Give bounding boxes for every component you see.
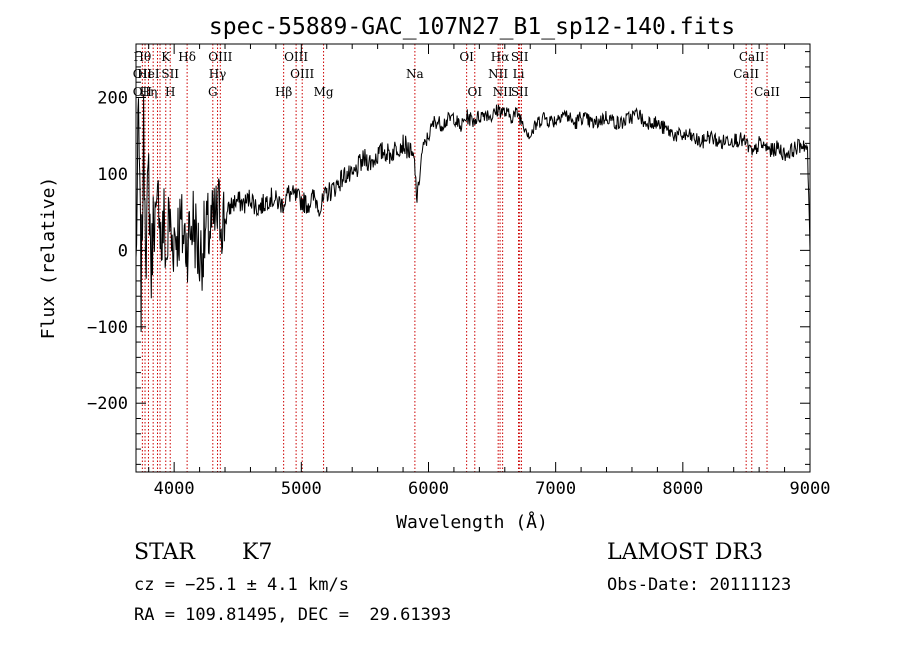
- marker-label: CaII: [754, 85, 780, 99]
- coordinates-text: RA = 109.81495, DEC = 29.61393: [134, 605, 452, 625]
- marker-label: OII: [133, 85, 153, 99]
- marker-label: SII: [511, 50, 529, 64]
- marker-label: Na: [406, 67, 424, 81]
- y-tick-label: −100: [87, 318, 128, 338]
- y-axis-label: Flux (relative): [38, 177, 59, 340]
- marker-label: Hη: [140, 85, 158, 99]
- x-tick-label: 4000: [154, 479, 195, 499]
- marker-label: OIII: [284, 50, 308, 64]
- marker-label: Hγ: [209, 67, 227, 81]
- marker-label: Hθ: [134, 50, 152, 64]
- marker-label: HeI: [137, 67, 160, 81]
- marker-label: NII: [493, 85, 513, 99]
- marker-label: K: [161, 50, 171, 64]
- marker-label: H: [165, 85, 175, 99]
- x-tick-label: 6000: [408, 479, 449, 499]
- marker-label: SII: [161, 67, 179, 81]
- object-class: STAR: [134, 540, 195, 565]
- y-tick-label: 100: [97, 165, 128, 185]
- marker-label: Li: [513, 67, 525, 81]
- plot-frame: [135, 43, 811, 473]
- y-tick-label: −200: [87, 394, 128, 414]
- spectral-line-markers: [141, 44, 768, 472]
- marker-label: Hβ: [275, 85, 292, 99]
- object-subclass: K7: [242, 540, 273, 565]
- marker-label: CaII: [733, 67, 759, 81]
- velocity-text: cz = −25.1 ± 4.1 km/s: [134, 575, 349, 595]
- marker-label: NII: [488, 67, 508, 81]
- y-tick-label: 0: [118, 241, 128, 261]
- marker-label: Mg: [314, 85, 334, 99]
- marker-label: CaII: [739, 50, 765, 64]
- marker-label: OI: [467, 85, 482, 99]
- y-tick-label: 200: [97, 89, 128, 109]
- x-axis-label: Wavelength (Å): [396, 511, 548, 533]
- x-tick-label: 9000: [790, 479, 831, 499]
- x-tick-label: 8000: [662, 479, 703, 499]
- x-axis-ticks: 4000 5000 6000 7000 8000 9000: [148, 44, 831, 499]
- marker-label: Hα: [491, 50, 510, 64]
- marker-label: G: [208, 85, 218, 99]
- obs-date: Obs-Date: 20111123: [607, 575, 792, 595]
- spectrum-series-line: [135, 94, 811, 333]
- chart-title: spec-55889-GAC_107N27_B1_sp12-140.fits: [209, 14, 735, 40]
- survey-name: LAMOST DR3: [607, 540, 763, 565]
- marker-label: OI: [459, 50, 474, 64]
- y-axis-ticks: −200 −100 0 100 200: [87, 51, 810, 465]
- marker-label: SII: [511, 85, 529, 99]
- marker-label: OIII: [290, 67, 314, 81]
- marker-label: Hδ: [178, 50, 196, 64]
- x-tick-label: 5000: [281, 479, 322, 499]
- spectral-line-labels: HθOIIOIIHeIHηKSIIHHδGHγOIIIHβOIIIOIIIMgN…: [133, 50, 780, 99]
- x-tick-label: 7000: [535, 479, 576, 499]
- marker-label: OIII: [208, 50, 232, 64]
- marker-label: OII: [133, 67, 153, 81]
